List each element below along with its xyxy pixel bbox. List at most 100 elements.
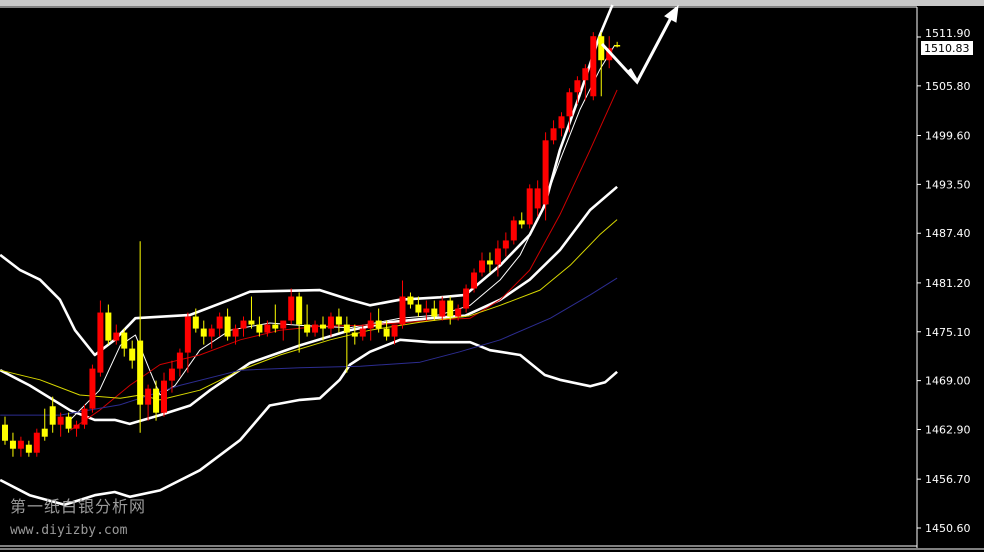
candle-body [33,432,40,453]
window-top-strip [0,0,984,6]
bollinger-middle-line [0,185,618,426]
watermark-url: www.diyizby.com [10,523,128,538]
candle-body [407,296,414,305]
candle [137,241,144,433]
candle [415,296,422,317]
y-tick-label: 1499.60 [925,130,971,143]
candle [423,300,430,321]
candle-body [81,408,88,425]
candle [240,316,247,337]
candle-body [65,416,72,429]
candle [304,304,311,337]
candle [113,324,120,345]
candle [391,324,398,345]
candle [598,32,605,97]
candle-body [57,416,64,425]
candle-body [192,316,199,329]
candle-body [542,140,549,205]
candle [518,212,525,229]
candle-body [312,324,319,333]
candle [248,296,255,329]
candle-body [606,48,613,61]
candle-body [471,272,478,289]
y-tick-label: 1481.20 [925,277,971,290]
candle-body [161,380,167,413]
candle-body [327,316,334,329]
candle-body [494,248,501,265]
candle [153,380,160,421]
candle [471,268,478,293]
ma-red-line [69,89,618,431]
candle [343,316,350,373]
candle-body [129,348,136,361]
candle-body [168,368,175,381]
candle [2,416,8,445]
current-price-value: 1510.83 [924,42,970,55]
candle-body [280,320,287,329]
candle-body [320,324,326,329]
candle [216,312,223,337]
candle-body [105,312,112,341]
candle-body [216,316,223,329]
candle [97,300,104,377]
candle [25,440,32,457]
candle [65,412,72,433]
candle-body [89,368,96,409]
ma-fast-line [69,44,616,421]
candle [463,284,470,313]
candle [383,320,390,341]
candle-body [558,116,565,129]
candle [407,292,414,309]
candle-body [502,240,509,249]
candle-body [367,320,374,329]
candle-body [232,328,239,337]
candle [256,316,263,337]
candle-body [248,320,255,325]
candle-body [208,328,215,337]
candle-body [137,340,144,405]
candle-body [550,128,557,141]
candle [582,64,589,101]
y-tick-label: 1511.90 [925,27,971,40]
candle-body [9,440,16,449]
candle [439,296,446,321]
candle-body [455,308,462,317]
candle [264,320,271,337]
candle-body [431,308,438,317]
candle [17,436,24,457]
candle-body [375,320,382,329]
candle [296,292,303,353]
candle [73,420,80,437]
candle [558,112,565,137]
candle-body [582,68,589,81]
candle-body [399,296,406,325]
candle-body [518,220,525,225]
y-tick-label: 1450.60 [925,522,971,535]
candle-body [153,388,160,413]
candle-body [272,324,279,329]
candle [502,232,509,257]
y-tick-label: 1462.90 [925,423,971,436]
candle [81,404,88,429]
candle-body [486,260,493,265]
candle-body [288,296,295,321]
candle [447,296,454,325]
candle [184,312,191,373]
bollinger-upper-line [0,4,614,357]
candle [280,320,287,341]
candle-body [176,352,183,369]
candle [105,304,112,345]
candle-body [510,220,517,241]
candle [327,312,334,337]
candle [121,328,128,357]
candle-body [97,312,104,373]
candle-body [200,328,207,337]
current-price-label: 1510.83 [921,41,973,55]
candle [192,308,199,333]
candle [455,304,462,321]
candle [566,88,573,133]
candle [161,372,167,417]
candle [176,348,183,377]
candle-body [25,444,32,453]
